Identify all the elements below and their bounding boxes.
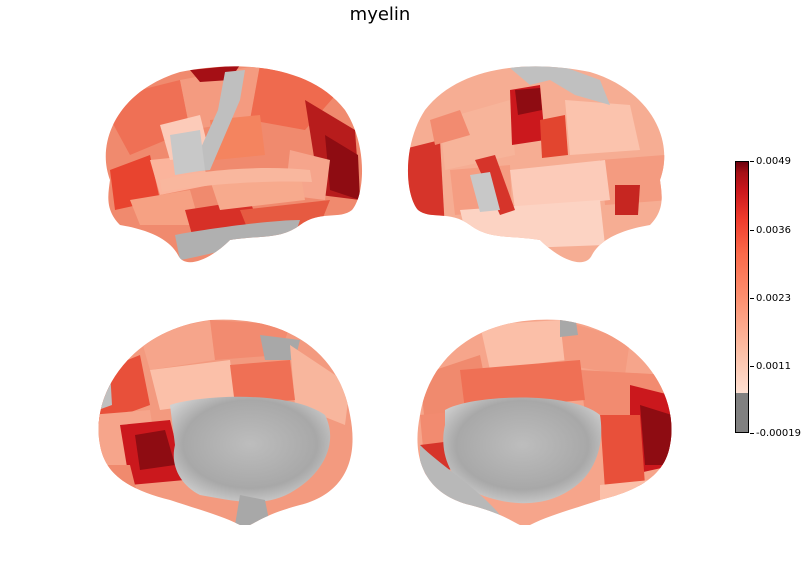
colorbar-tick — [750, 298, 754, 299]
colorbar-tick-label: -0.00019 — [756, 428, 801, 439]
colorbar — [735, 161, 749, 433]
figure-title: myelin — [349, 4, 411, 25]
brain-lateral-right — [407, 66, 665, 263]
brain-medial-left — [98, 319, 353, 525]
colorbar-tick-label: 0.0036 — [756, 225, 791, 236]
colorbar-tick — [750, 433, 754, 434]
colorbar-tick-label: 0.0049 — [756, 156, 791, 167]
colorbar-tick-label: 0.0023 — [756, 293, 791, 304]
colorbar-tick — [750, 366, 754, 367]
colorbar-tick — [750, 230, 754, 231]
colorbar-tick-label: 0.0011 — [756, 361, 791, 372]
brain-lateral-left — [105, 66, 363, 263]
colorbar-tick — [750, 161, 754, 162]
brain-medial-right — [417, 319, 672, 525]
